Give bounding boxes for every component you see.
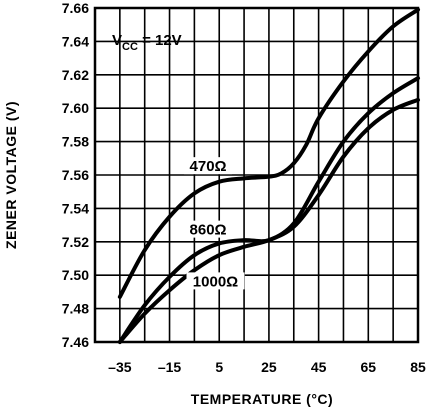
y-tick-label: 7.66	[62, 0, 89, 16]
x-axis-title: TEMPERATURE (°C)	[191, 391, 333, 407]
x-tick-label: 85	[410, 359, 426, 375]
x-tick-label: 5	[215, 359, 223, 375]
x-tick-label: –15	[158, 359, 182, 375]
y-tick-label: 7.60	[62, 100, 89, 116]
series-label: 1000Ω	[193, 273, 238, 290]
series-label: 470Ω	[190, 158, 227, 175]
y-tick-label: 7.50	[62, 267, 89, 283]
series-label: 860Ω	[190, 222, 227, 239]
series-line-470-ohm	[117, 7, 420, 299]
series-label-bg	[184, 157, 233, 175]
y-tick-labels: 7.46 7.48 7.50 7.52 7.54 7.56 7.58 7.60 7.62 7.64…	[62, 0, 89, 350]
plot-frame	[93, 6, 420, 344]
y-tick-label: 7.58	[62, 134, 89, 150]
y-tick-label: 7.46	[62, 334, 89, 350]
y-axis-title: ZENER VOLTAGE (V)	[3, 101, 19, 249]
series-label-bg	[184, 220, 233, 238]
series-label-bg	[186, 272, 245, 290]
x-tick-label: 45	[311, 359, 327, 375]
vcc-label: VCC = 12V	[112, 32, 182, 53]
vcc-annotation: VCC = 12V	[112, 32, 182, 53]
x-tick-labels: –35 –15 5 25 45 65 85	[108, 359, 426, 375]
grid	[95, 8, 418, 342]
y-tick-label: 7.62	[62, 67, 89, 83]
x-tick-label: 65	[361, 359, 377, 375]
series-labels: 470Ω 860Ω 1000Ω	[184, 157, 245, 290]
series-layer	[117, 7, 420, 344]
y-tick-label: 7.48	[62, 301, 89, 317]
y-tick-label: 7.54	[62, 200, 89, 216]
y-tick-label: 7.56	[62, 167, 89, 183]
x-tick-label: –35	[108, 359, 132, 375]
series-line-1000-ohm	[117, 97, 420, 344]
y-tick-label: 7.64	[62, 33, 89, 49]
y-tick-label: 7.52	[62, 234, 89, 250]
x-tick-label: 25	[261, 359, 277, 375]
